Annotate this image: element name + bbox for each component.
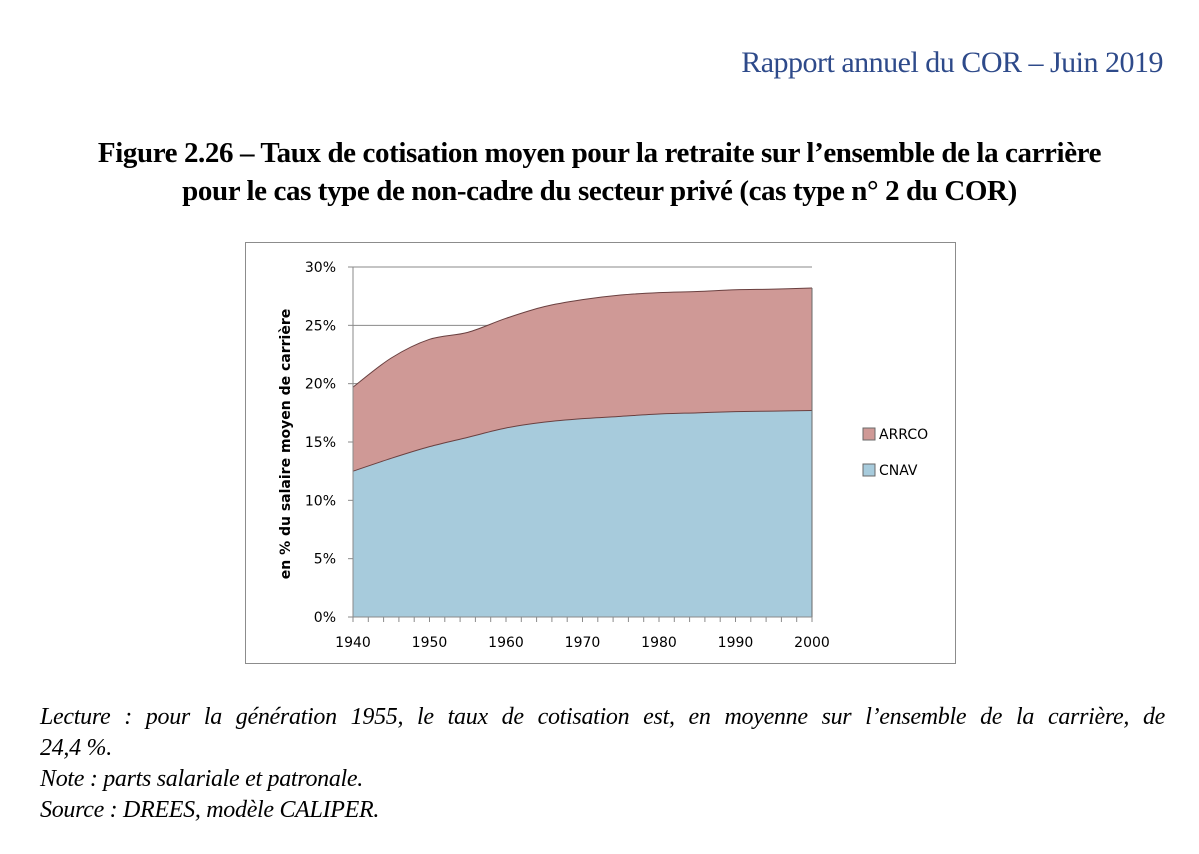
legend: ARRCO CNAV <box>862 427 928 479</box>
x-tick-label: 1940 <box>335 635 371 651</box>
note-text: Note : parts salariale et patronale. <box>40 766 363 792</box>
legend-label-arrco: ARRCO <box>879 427 928 443</box>
y-tick-label: 5% <box>314 552 336 568</box>
y-tick-label: 0% <box>314 610 336 626</box>
legend-swatch-arrco <box>862 427 876 441</box>
area-series <box>352 287 813 617</box>
y-tick-label: 20% <box>305 377 336 393</box>
x-tick-label: 1990 <box>718 635 754 651</box>
area-arrco <box>353 288 812 472</box>
y-tick-label: 10% <box>305 493 336 509</box>
figure-title-line-1: Figure 2.26 – Taux de cotisation moyen p… <box>97 137 1102 169</box>
stacked-area-chart: 0% 5% 10% 15% 20% 25% 30% 1940 1950 1960 1970 1980… <box>278 260 928 651</box>
figure-title: Figure 2.26 – Taux de cotisation moyen p… <box>0 134 1199 210</box>
y-tick-label: 15% <box>305 435 336 451</box>
legend-label-cnav: CNAV <box>879 463 918 479</box>
x-tick-label: 1960 <box>488 635 524 651</box>
y-tick-label: 25% <box>305 318 336 334</box>
series-line-cnav <box>352 410 813 472</box>
axes <box>348 266 813 622</box>
y-axis-label: en % du salaire moyen de carrière <box>278 309 294 580</box>
report-header: Rapport annuel du COR – Juin 2019 <box>741 46 1163 79</box>
chart-frame: 0% 5% 10% 15% 20% 25% 30% 1940 1950 1960 1970 1980… <box>245 242 956 664</box>
lecture-line-2: 24,4 %. <box>40 735 112 761</box>
source-text: Source : DREES, modèle CALIPER. <box>40 797 380 823</box>
x-tick-label: 1980 <box>641 635 677 651</box>
x-tick-label: 1950 <box>412 635 448 651</box>
figure-title-line-2: pour le cas type de non-cadre du secteur… <box>182 175 1017 207</box>
x-tick-label: 2000 <box>794 635 830 651</box>
area-cnav <box>353 410 812 617</box>
y-tick-label: 30% <box>305 260 336 276</box>
y-tick-labels: 0% 5% 10% 15% 20% 25% 30% <box>305 260 336 626</box>
lecture-line-1: Lecture : pour la génération 1955, le ta… <box>40 704 1165 730</box>
x-tick-labels: 1940 1950 1960 1970 1980 1990 2000 <box>335 635 830 651</box>
series-line-arrco <box>352 287 813 388</box>
x-tick-label: 1970 <box>565 635 601 651</box>
figure-notes: Lecture : pour la génération 1955, le ta… <box>40 702 1165 826</box>
legend-swatch-cnav <box>862 463 876 477</box>
